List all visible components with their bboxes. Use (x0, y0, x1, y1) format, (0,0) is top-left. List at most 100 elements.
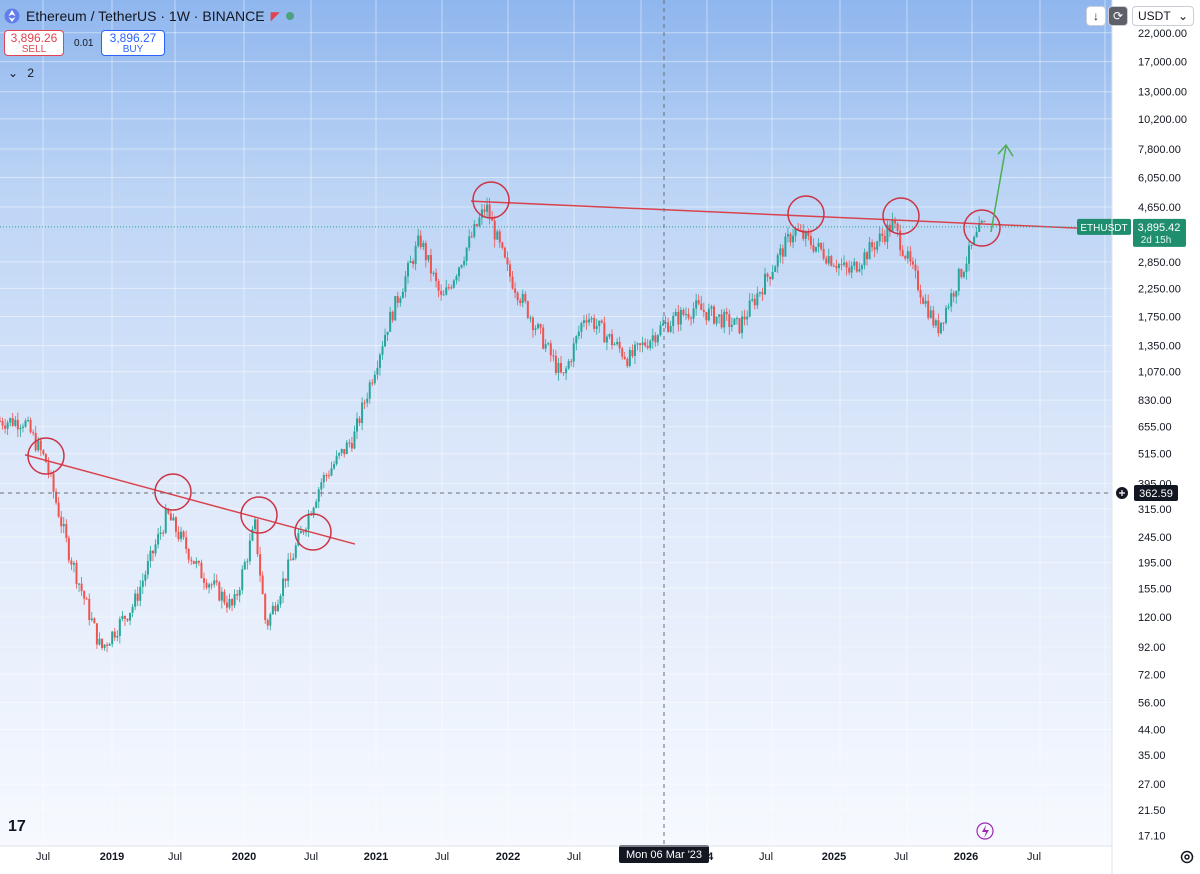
candle-body (101, 638, 103, 648)
candle-body (521, 293, 524, 303)
candle-body (623, 356, 626, 359)
candle-body (65, 524, 68, 538)
arrow-down-icon: ↓ (1093, 9, 1099, 23)
candle-body (529, 317, 532, 319)
candle-body (42, 450, 45, 454)
touch-circle-marker[interactable] (240, 496, 278, 534)
symbol-title[interactable]: Ethereum / TetherUS · 1W · BINANCE (26, 8, 265, 24)
candle-body (917, 270, 919, 290)
candle-body (197, 560, 200, 563)
candle-body (975, 231, 978, 237)
candle-body (585, 320, 588, 323)
candle-body (261, 575, 264, 595)
candle-body (294, 545, 297, 558)
candle-body (937, 320, 940, 334)
candle-body (860, 265, 863, 270)
candle-body (978, 222, 981, 232)
candle-body (396, 296, 399, 303)
candle-body (75, 562, 78, 585)
candle-body (361, 402, 364, 424)
touch-circle-marker[interactable] (27, 437, 65, 475)
download-button[interactable]: ↓ (1086, 6, 1106, 26)
candle-body (593, 318, 596, 329)
indicator-count: 2 (27, 66, 35, 80)
candle-body (376, 367, 379, 375)
candle-body (743, 316, 746, 320)
breakout-arrow[interactable] (990, 146, 1007, 233)
candle-body (174, 517, 177, 532)
candle-body (455, 276, 458, 281)
touch-circle-marker[interactable] (882, 197, 920, 235)
candle-body (618, 341, 621, 349)
candle-body (957, 268, 960, 292)
candle-body (243, 562, 246, 570)
touch-circle-marker[interactable] (787, 195, 825, 233)
currency-select[interactable]: USDT ⌄ (1132, 6, 1194, 26)
candle-body (804, 231, 807, 239)
touch-circle-marker[interactable] (472, 181, 510, 219)
candle-body (794, 228, 797, 236)
candle-body (843, 262, 846, 265)
candle-body (700, 303, 703, 310)
candle-body (855, 261, 858, 272)
candle-body (730, 324, 733, 327)
candle-body (690, 317, 693, 319)
candle-body (1, 421, 4, 426)
price-axis-label: 72.00 (1138, 669, 1166, 681)
candle-body (687, 313, 690, 318)
touch-circle-marker[interactable] (294, 513, 332, 551)
candle-body (603, 322, 606, 343)
candle-body (315, 501, 318, 508)
chart-pane[interactable] (0, 0, 1112, 846)
touch-circle-marker[interactable] (963, 209, 1001, 247)
lightning-icon (976, 822, 994, 840)
touch-circle-marker[interactable] (154, 473, 192, 511)
candle-body (187, 549, 190, 560)
currency-value: USDT (1138, 9, 1171, 23)
candle-body (292, 557, 295, 561)
candle-body (218, 582, 221, 601)
candle-body (14, 419, 17, 426)
candle-body (121, 615, 124, 620)
candle-body (608, 334, 611, 337)
candle-body (519, 300, 522, 303)
auto-scale-button[interactable]: ⟳ (1108, 6, 1128, 26)
resistance-trendline[interactable] (470, 200, 1079, 229)
candle-body (478, 217, 481, 227)
events-icon[interactable] (976, 822, 994, 840)
settings-gear-icon[interactable] (1178, 848, 1196, 866)
candle-body (832, 265, 835, 267)
indicators-toggle[interactable]: ⌄ 2 (8, 66, 34, 80)
candle-body (223, 591, 226, 603)
candle-body (394, 296, 397, 321)
candle-body (960, 268, 963, 278)
price-axis-label: 21.50 (1138, 805, 1166, 817)
candle-body (460, 264, 463, 268)
candle-body (932, 310, 935, 326)
crosshair-add-icon[interactable] (1116, 487, 1128, 500)
candle-body (463, 260, 466, 265)
price-axis-label: 155.00 (1138, 583, 1172, 595)
candle-body (695, 300, 698, 309)
buy-price: 3,896.27 (109, 31, 157, 45)
price-axis-label: 44.00 (1138, 724, 1166, 736)
candle-body (139, 586, 142, 601)
sell-price: 3,896.26 (10, 31, 58, 45)
sell-button[interactable]: 3,896.26 SELL (4, 30, 64, 56)
candle-body (942, 322, 945, 324)
candle-body (741, 316, 744, 334)
symbol-header: Ethereum / TetherUS · 1W · BINANCE ◤ (4, 6, 294, 26)
buy-button[interactable]: 3,896.27 BUY (101, 30, 165, 56)
candle-body (498, 231, 501, 243)
candle-body (373, 374, 376, 384)
flag-icon[interactable]: ◤ (270, 9, 280, 23)
candle-body (837, 264, 840, 269)
candle-body (274, 605, 277, 612)
candle-body (753, 298, 756, 306)
candle-body (238, 590, 241, 596)
price-axis-label: 17,000.00 (1138, 57, 1187, 69)
candle-body (697, 300, 700, 304)
candle-body (827, 256, 830, 264)
